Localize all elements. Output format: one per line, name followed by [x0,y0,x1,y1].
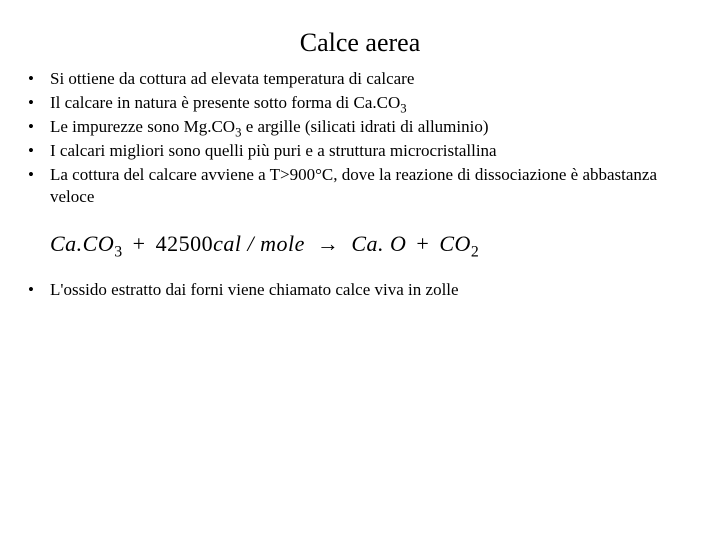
bullet-text-suffix: e argille (silicati idrati di alluminio) [241,117,488,136]
eq-energy-value: 42500 [156,231,214,256]
list-item: Le impurezze sono Mg.CO3 e argille (sili… [20,116,700,138]
bullet-text: Si ottiene da cottura ad elevata tempera… [50,69,414,88]
bullet-text: Il calcare in natura è presente sotto fo… [50,93,400,112]
bullet-text: La cottura del calcare avviene a T>900°C… [50,165,657,206]
eq-arrow: → [317,231,340,256]
list-item: Si ottiene da cottura ad elevata tempera… [20,68,700,90]
list-item: Il calcare in natura è presente sotto fo… [20,92,700,114]
bullet-text: Le impurezze sono Mg.CO [50,117,235,136]
eq-energy-unit: cal / mole [213,231,305,256]
eq-rhs-compound-1: Ca. O [351,231,406,256]
bullet-text: I calcari migliori sono quelli più puri … [50,141,497,160]
subscript: 3 [400,101,406,115]
list-item: La cottura del calcare avviene a T>900°C… [20,164,700,208]
bullet-text: L'ossido estratto dai forni viene chiama… [50,280,459,299]
eq-lhs-compound: Ca.CO [50,231,114,256]
slide-title: Calce aerea [20,28,700,58]
eq-rhs-compound-2: CO [439,231,471,256]
eq-plus: + [133,231,146,256]
list-item: I calcari migliori sono quelli più puri … [20,140,700,162]
chemical-equation: Ca.CO3 + 42500cal / mole → Ca. O + CO2 [50,231,700,257]
bullet-list-bottom: L'ossido estratto dai forni viene chiama… [20,279,700,301]
list-item: L'ossido estratto dai forni viene chiama… [20,279,700,301]
bullet-list-top: Si ottiene da cottura ad elevata tempera… [20,68,700,209]
eq-subscript: 3 [114,243,122,260]
eq-plus: + [416,231,429,256]
eq-subscript: 2 [471,243,479,260]
